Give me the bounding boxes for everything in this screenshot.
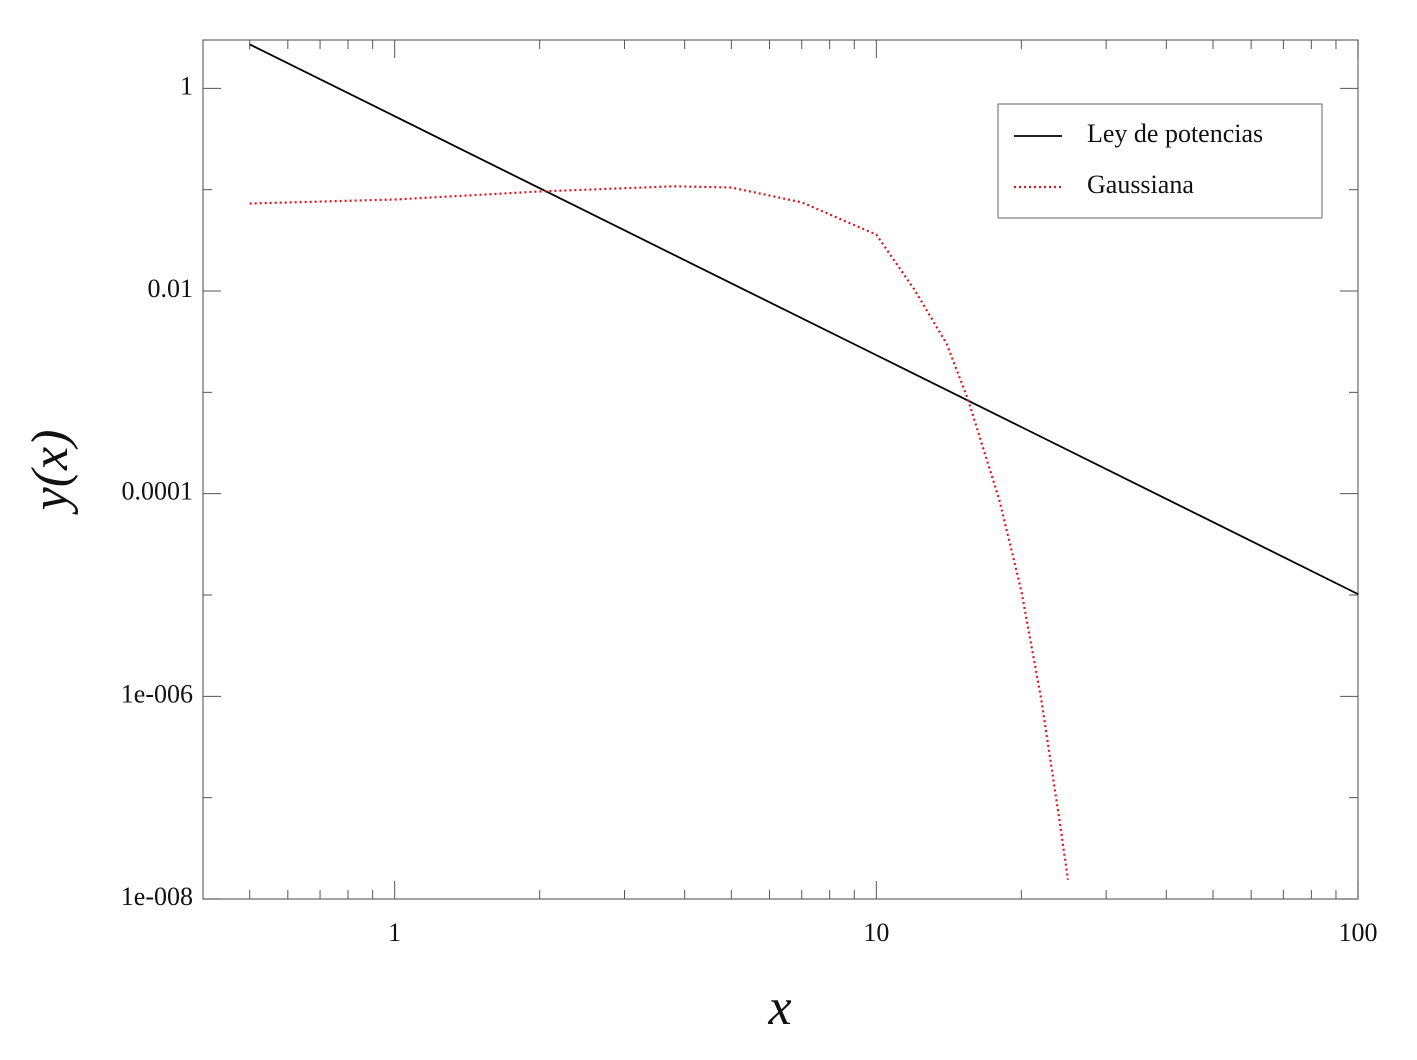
- legend-label: Gaussiana: [1087, 170, 1194, 199]
- x-tick-label: 100: [1339, 918, 1378, 947]
- plot-frame: [202, 39, 1359, 900]
- legend-box: [997, 103, 1323, 219]
- x-tick-label: 1: [388, 918, 401, 947]
- y-tick-label: 0.01: [148, 274, 194, 303]
- y-tick-label: 1e-006: [121, 679, 193, 708]
- x-tick-label: 10: [863, 918, 889, 947]
- y-tick-label: 1: [180, 71, 193, 100]
- x-axis-label: x: [767, 979, 791, 1036]
- y-tick-label: 0.0001: [122, 477, 194, 506]
- y-tick-label: 1e-008: [121, 882, 193, 911]
- y-axis-label: y(x): [22, 430, 79, 516]
- line-series: [249, 185, 1070, 880]
- line-series: [249, 43, 1359, 595]
- legend-label: Ley de potencias: [1087, 119, 1263, 148]
